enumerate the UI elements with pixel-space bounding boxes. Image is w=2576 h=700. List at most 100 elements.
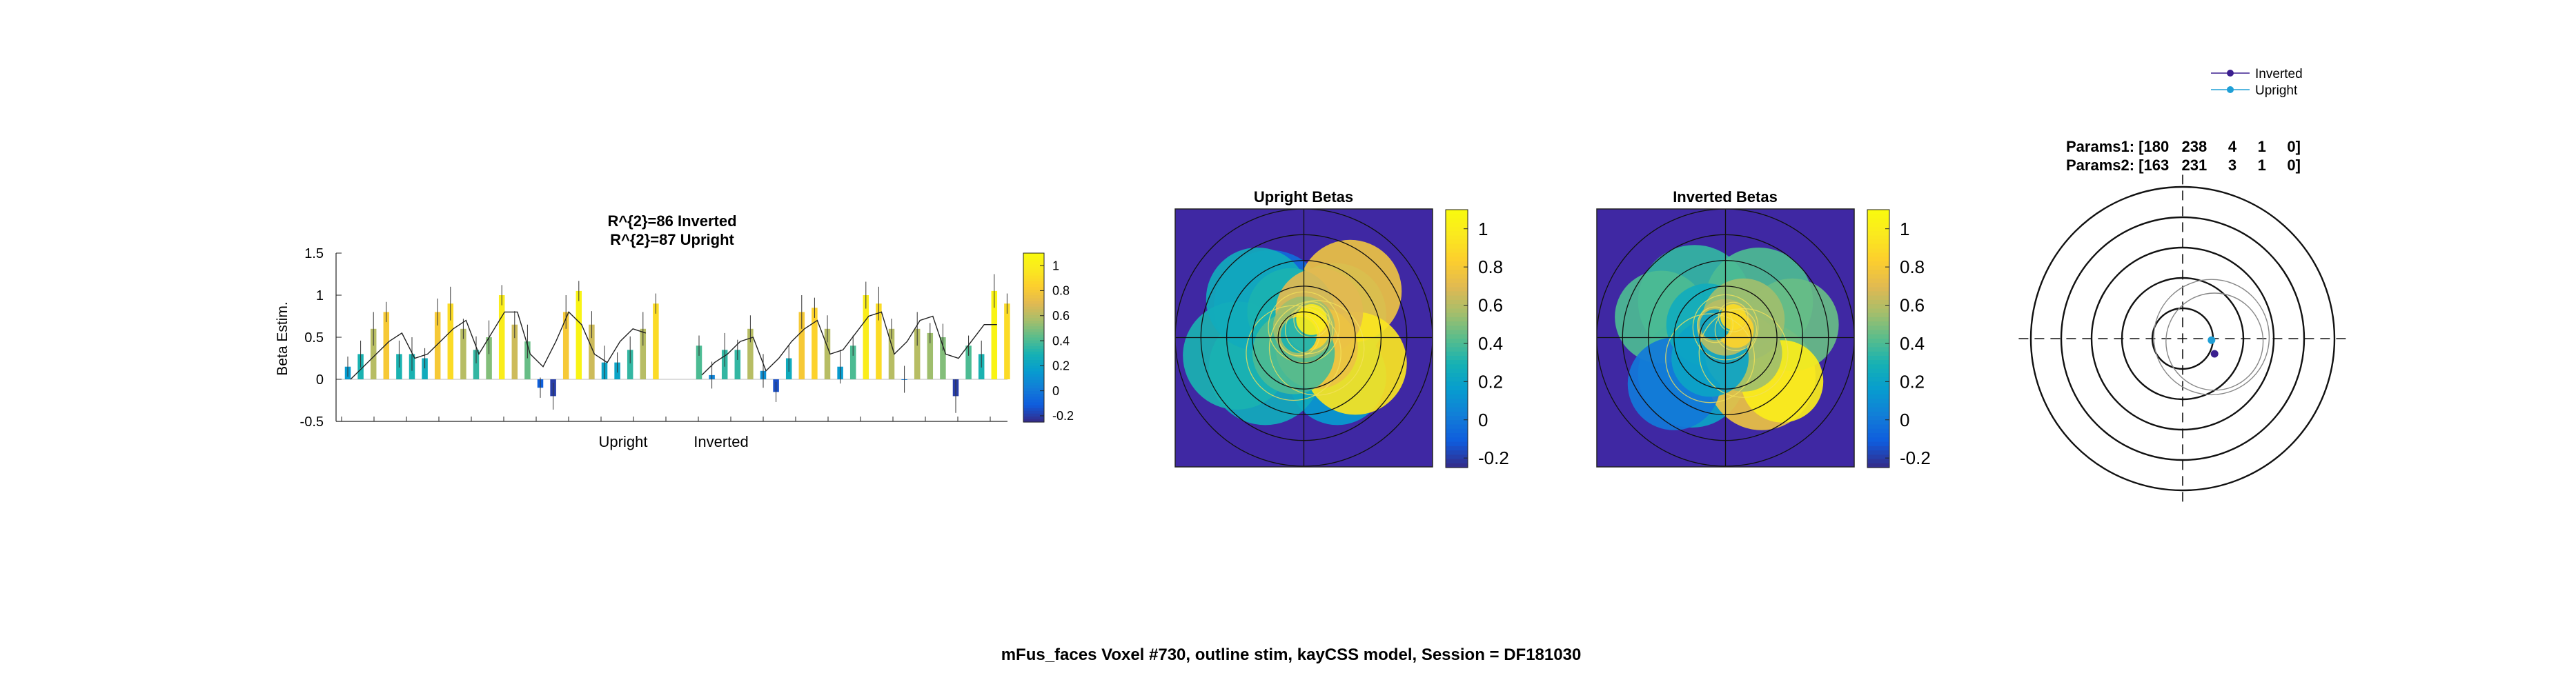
inverted-colorbar-swatch bbox=[1867, 291, 1889, 297]
bar-colorbar-swatch bbox=[1023, 321, 1044, 324]
inverted-bar bbox=[965, 346, 972, 379]
upright-colorbar-swatch bbox=[1446, 364, 1468, 370]
upright-colorbar-swatch bbox=[1446, 420, 1468, 426]
bar-colorbar-swatch bbox=[1023, 388, 1044, 392]
inverted-colorbar-swatch bbox=[1867, 381, 1889, 387]
y-axis-label: Beta Estim. bbox=[275, 301, 291, 375]
upright-colorbar-swatch bbox=[1446, 304, 1468, 309]
upright-colorbar-swatch bbox=[1446, 218, 1468, 223]
bar-chart-colorbar: 1 0.8 0.6 0.4 0.2 0 -0.2 bbox=[1023, 252, 1074, 423]
inverted-colorbar-swatch bbox=[1867, 274, 1889, 279]
bar-colorbar-swatch bbox=[1023, 306, 1044, 310]
bar-colorbar-tick-label: -0.2 bbox=[1052, 409, 1074, 423]
upright-colorbar-swatch bbox=[1446, 278, 1468, 283]
inverted-colorbar-swatch bbox=[1867, 355, 1889, 361]
inverted-colorbar-swatch bbox=[1867, 339, 1889, 343]
upright-colorbar-swatch bbox=[1446, 299, 1468, 305]
upright-colorbar-swatch bbox=[1446, 308, 1468, 314]
upright-bar bbox=[473, 350, 480, 379]
inverted-bar bbox=[876, 303, 882, 379]
bar-colorbar-swatch bbox=[1023, 340, 1044, 344]
upright-colorbar-tick-label: 0.8 bbox=[1478, 257, 1503, 277]
inverted-colorbar-tick-label: 0 bbox=[1900, 410, 1909, 430]
upright-bar bbox=[589, 324, 595, 379]
legend-marker-inverted bbox=[2227, 70, 2234, 77]
inverted-colorbar-swatch bbox=[1867, 218, 1889, 223]
legend: Inverted Upright bbox=[2203, 63, 2305, 99]
inverted-bar bbox=[863, 295, 869, 379]
upright-colorbar-swatch bbox=[1446, 424, 1468, 430]
bar-colorbar-tick-label: 0.2 bbox=[1052, 359, 1070, 373]
bar-colorbar-swatch bbox=[1023, 337, 1044, 341]
inverted-colorbar-frame bbox=[1867, 209, 1890, 468]
inverted-bar bbox=[888, 328, 895, 379]
upright-bar bbox=[627, 350, 633, 379]
upright-colorbar-swatch bbox=[1446, 459, 1468, 464]
inverted-colorbar-swatch bbox=[1867, 282, 1889, 288]
legend-box bbox=[2203, 63, 2305, 99]
upright-colorbar-swatch bbox=[1446, 454, 1468, 460]
upright-colorbar-swatch bbox=[1446, 326, 1468, 331]
upright-colorbar-tick-label: 1 bbox=[1478, 219, 1488, 239]
upright-heatmap bbox=[1175, 209, 1433, 467]
upright-colorbar-tick-label: -0.2 bbox=[1478, 448, 1509, 468]
upright-colorbar-swatch bbox=[1446, 360, 1468, 365]
upright-colorbar-swatch bbox=[1446, 312, 1468, 318]
polar-ring bbox=[2060, 216, 2305, 461]
bar-colorbar-swatch bbox=[1023, 312, 1044, 316]
upright-colorbar-swatch bbox=[1446, 351, 1468, 357]
inverted-colorbar-swatch bbox=[1867, 416, 1889, 421]
upright-bar bbox=[434, 312, 441, 379]
upright-bar bbox=[447, 303, 454, 379]
bar-colorbar-swatch bbox=[1023, 272, 1044, 277]
upright-colorbar-swatch bbox=[1446, 411, 1468, 417]
inverted-bar bbox=[812, 308, 818, 379]
inverted-colorbar-tick-label: 1 bbox=[1900, 219, 1909, 239]
inverted-colorbar-swatch bbox=[1867, 446, 1889, 451]
bar-colorbar-swatch bbox=[1023, 309, 1044, 313]
bar-colorbar-swatch bbox=[1023, 374, 1044, 378]
upright-colorbar-swatch bbox=[1446, 261, 1468, 266]
inverted-colorbar: 1 0.8 0.6 0.4 0.2 0 -0.2 bbox=[1867, 209, 1931, 468]
inverted-colorbar-swatch bbox=[1867, 394, 1889, 399]
inverted-bar bbox=[991, 290, 998, 379]
bar-colorbar-tick-label: 0.4 bbox=[1052, 334, 1070, 348]
inverted-pooled-disc bbox=[1720, 304, 1747, 330]
upright-colorbar-swatch bbox=[1446, 334, 1468, 339]
upright-heatmap-frame bbox=[1174, 208, 1433, 468]
upright-bar bbox=[486, 337, 492, 379]
params1-text: Params1: [180 238 4 1 0] bbox=[2066, 138, 2301, 155]
upright-bar bbox=[498, 295, 505, 379]
upright-colorbar-swatch bbox=[1446, 330, 1468, 335]
bar-colorbar-swatch bbox=[1023, 332, 1044, 336]
upright-colorbar-swatch bbox=[1446, 291, 1468, 297]
group-label-inverted: Inverted bbox=[694, 433, 749, 450]
upright-colorbar-frame bbox=[1445, 209, 1468, 468]
inverted-colorbar-swatch bbox=[1867, 222, 1889, 228]
upright-colorbar-swatch bbox=[1446, 437, 1468, 443]
bar-colorbar-swatch bbox=[1023, 314, 1044, 319]
inverted-colorbar-swatch bbox=[1867, 210, 1889, 214]
bar-colorbar-swatch bbox=[1023, 317, 1044, 321]
y-tick-label: -0.5 bbox=[300, 414, 324, 430]
bar-chart-panel: R^{2}=86 Inverted R^{2}=87 Upright Beta … bbox=[275, 212, 1074, 450]
upright-colorbar-swatch bbox=[1446, 210, 1468, 214]
inverted-colorbar-swatch bbox=[1867, 235, 1889, 241]
inverted-colorbar-swatch bbox=[1867, 334, 1889, 339]
bar-colorbar-swatch bbox=[1023, 382, 1044, 386]
bar-colorbar-swatch bbox=[1023, 419, 1044, 423]
inverted-betas-title: Inverted Betas bbox=[1673, 188, 1778, 206]
legend-marker-upright bbox=[2227, 86, 2234, 93]
inverted-colorbar-swatch bbox=[1867, 368, 1889, 374]
bar-colorbar-swatch bbox=[1023, 348, 1044, 352]
inverted-colorbar-swatch bbox=[1867, 252, 1889, 258]
figure-title: mFus_faces Voxel #730, outline stim, kay… bbox=[1001, 646, 1582, 664]
upright-colorbar-swatch bbox=[1446, 257, 1468, 262]
inverted-colorbar-swatch bbox=[1867, 377, 1889, 382]
upright-colorbar-swatch bbox=[1446, 295, 1468, 301]
upright-colorbar-swatch bbox=[1446, 399, 1468, 404]
upright-colorbar-swatch bbox=[1446, 222, 1468, 228]
upright-colorbar-swatch bbox=[1446, 390, 1468, 395]
upright-bar bbox=[524, 341, 531, 379]
